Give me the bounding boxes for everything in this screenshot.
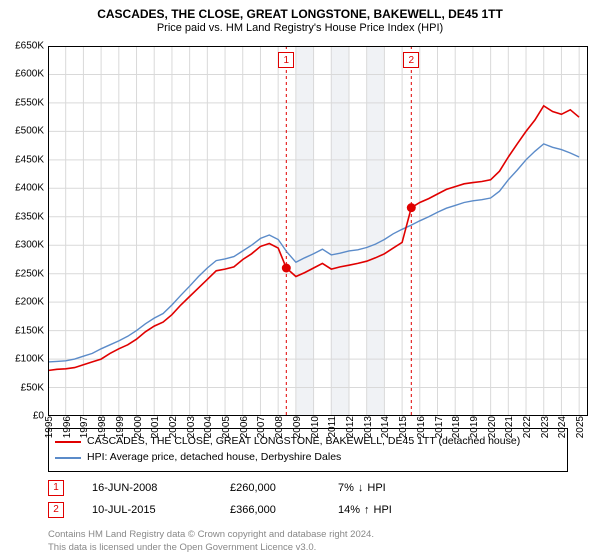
legend: CASCADES, THE CLOSE, GREAT LONGSTONE, BA… — [48, 428, 568, 472]
arrow-down-icon: ↓ — [358, 482, 364, 494]
sale-marker-2: 2 — [48, 502, 64, 518]
sale-price-2: £366,000 — [230, 504, 310, 516]
legend-item-property: CASCADES, THE CLOSE, GREAT LONGSTONE, BA… — [55, 434, 561, 450]
arrow-up-icon: ↑ — [364, 504, 370, 516]
sale-delta-pct-1: 7% — [338, 482, 354, 494]
y-tick-label: £100K — [15, 354, 48, 365]
plot-area: 12£0£50K£100K£150K£200K£250K£300K£350K£4… — [48, 46, 588, 416]
y-tick-label: £300K — [15, 240, 48, 251]
y-tick-label: £400K — [15, 183, 48, 194]
sale-delta-pct-2: 14% — [338, 504, 360, 516]
y-tick-label: £250K — [15, 268, 48, 279]
sale-delta-vs-1: HPI — [367, 482, 385, 494]
y-tick-label: £350K — [15, 211, 48, 222]
sale-delta-1: 7% ↓ HPI — [338, 482, 448, 494]
chart-container: CASCADES, THE CLOSE, GREAT LONGSTONE, BA… — [0, 0, 600, 560]
y-tick-label: £150K — [15, 325, 48, 336]
sale-price-1: £260,000 — [230, 482, 310, 494]
legend-label-property: CASCADES, THE CLOSE, GREAT LONGSTONE, BA… — [87, 434, 520, 450]
x-tick-label: 2025 — [575, 416, 586, 438]
legend-item-hpi: HPI: Average price, detached house, Derb… — [55, 450, 561, 466]
sale-date-2: 10-JUL-2015 — [92, 504, 202, 516]
sales-list: 1 16-JUN-2008 £260,000 7% ↓ HPI 2 10-JUL… — [48, 474, 568, 518]
legend-label-hpi: HPI: Average price, detached house, Derb… — [87, 450, 341, 466]
event-marker-1: 1 — [278, 52, 294, 68]
sale-marker-1: 1 — [48, 480, 64, 496]
plot-svg — [48, 46, 588, 416]
sale-delta-2: 14% ↑ HPI — [338, 504, 448, 516]
event-marker-2: 2 — [403, 52, 419, 68]
footer-line-2: This data is licensed under the Open Gov… — [48, 542, 568, 554]
y-tick-label: £50K — [21, 382, 48, 393]
legend-swatch-property — [55, 441, 81, 443]
chart-subtitle: Price paid vs. HM Land Registry's House … — [0, 22, 600, 38]
sale-date-1: 16-JUN-2008 — [92, 482, 202, 494]
footer: Contains HM Land Registry data © Crown c… — [48, 529, 568, 554]
sale-delta-vs-2: HPI — [374, 504, 392, 516]
y-tick-label: £450K — [15, 154, 48, 165]
y-tick-label: £650K — [15, 41, 48, 52]
y-tick-label: £600K — [15, 69, 48, 80]
footer-line-1: Contains HM Land Registry data © Crown c… — [48, 529, 568, 541]
chart-title: CASCADES, THE CLOSE, GREAT LONGSTONE, BA… — [0, 0, 600, 22]
y-tick-label: £550K — [15, 97, 48, 108]
sale-row-2: 2 10-JUL-2015 £366,000 14% ↑ HPI — [48, 502, 568, 518]
y-tick-label: £200K — [15, 297, 48, 308]
y-tick-label: £500K — [15, 126, 48, 137]
legend-swatch-hpi — [55, 457, 81, 459]
sale-row-1: 1 16-JUN-2008 £260,000 7% ↓ HPI — [48, 480, 568, 496]
